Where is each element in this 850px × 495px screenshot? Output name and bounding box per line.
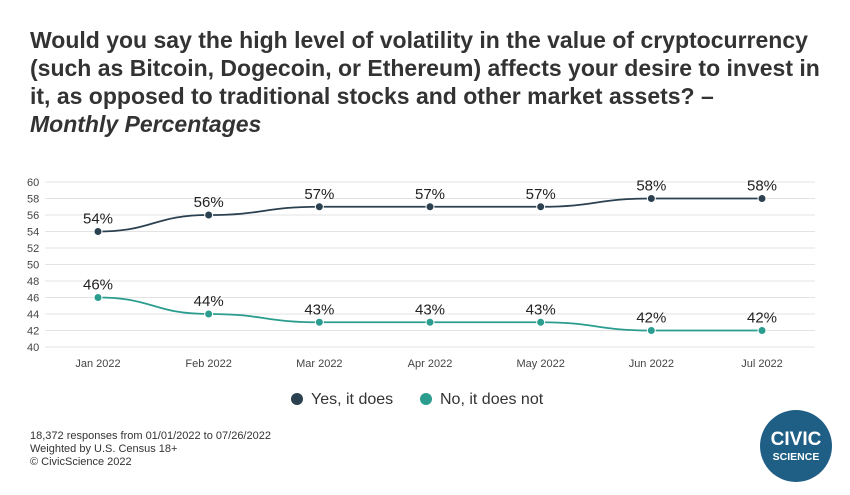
- footnote-copyright: © CivicScience 2022: [30, 456, 132, 468]
- data-point: [757, 194, 767, 203]
- data-point: [425, 317, 435, 327]
- data-point: [536, 317, 546, 327]
- y-tick-label: 42: [27, 326, 39, 338]
- data-point: [314, 202, 324, 212]
- data-label: 56%: [194, 194, 224, 211]
- data-point: [93, 293, 103, 302]
- y-tick-label: 50: [27, 260, 39, 272]
- y-tick-label: 60: [27, 177, 39, 189]
- data-point: [93, 227, 103, 236]
- y-tick-label: 58: [27, 194, 39, 206]
- line-chart: 40 42 44 46 48 50 52 54 56 58 60 Jan 2022 Feb 2022 Ma…: [27, 177, 815, 408]
- y-tick-label: 56: [27, 210, 39, 222]
- data-point: [757, 326, 767, 335]
- logo-text-science: SCIENCE: [773, 451, 820, 463]
- data-label: 44%: [194, 293, 224, 310]
- chart-title: Would you say the high level of volatili…: [30, 26, 830, 138]
- x-tick-label: Jul 2022: [741, 358, 783, 370]
- data-label: 57%: [415, 186, 445, 203]
- data-label: 43%: [415, 301, 445, 318]
- title-text: Would you say the high level of volatili…: [30, 27, 820, 109]
- data-point: [536, 202, 546, 212]
- data-label: 57%: [526, 186, 556, 203]
- data-label: 57%: [304, 186, 334, 203]
- logo-badge: [760, 410, 832, 482]
- footnotes: 18,372 responses from 01/01/2022 to 07/2…: [30, 430, 271, 469]
- data-label: 58%: [636, 178, 666, 195]
- x-tick-label: Feb 2022: [185, 358, 231, 370]
- legend-marker: [291, 393, 303, 405]
- data-point: [646, 326, 656, 335]
- data-point: [204, 210, 214, 220]
- y-tick-label: 48: [27, 276, 39, 288]
- x-tick-label: May 2022: [517, 358, 565, 370]
- x-tick-label: Apr 2022: [408, 358, 453, 370]
- civicscience-logo: CIVIC SCIENCE: [760, 410, 832, 482]
- data-point: [314, 317, 324, 327]
- data-label: 43%: [304, 301, 334, 318]
- footnote-responses: 18,372 responses from 01/01/2022 to 07/2…: [30, 430, 271, 442]
- x-tick-label: Jun 2022: [629, 358, 674, 370]
- data-label: 54%: [83, 211, 113, 228]
- data-label: 42%: [636, 310, 666, 327]
- x-tick-label: Mar 2022: [296, 358, 342, 370]
- legend-marker: [420, 393, 432, 405]
- data-point: [204, 309, 214, 319]
- data-label: 46%: [83, 277, 113, 294]
- data-point: [425, 202, 435, 212]
- data-label: 58%: [747, 178, 777, 195]
- footnote-weighting: Weighted by U.S. Census 18+: [30, 443, 178, 455]
- y-tick-label: 44: [27, 309, 39, 321]
- chart-subtitle: Monthly Percentages: [30, 111, 262, 137]
- y-tick-label: 52: [27, 243, 39, 255]
- data-label: 43%: [526, 301, 556, 318]
- legend-label: No, it does not: [440, 391, 544, 408]
- data-point: [646, 194, 656, 203]
- x-tick-label: Jan 2022: [75, 358, 120, 370]
- y-tick-label: 46: [27, 293, 39, 305]
- logo-text-civic: CIVIC: [771, 429, 822, 450]
- legend-label: Yes, it does: [311, 391, 393, 408]
- y-tick-label: 54: [27, 227, 39, 239]
- y-tick-label: 40: [27, 342, 39, 354]
- data-label: 42%: [747, 310, 777, 327]
